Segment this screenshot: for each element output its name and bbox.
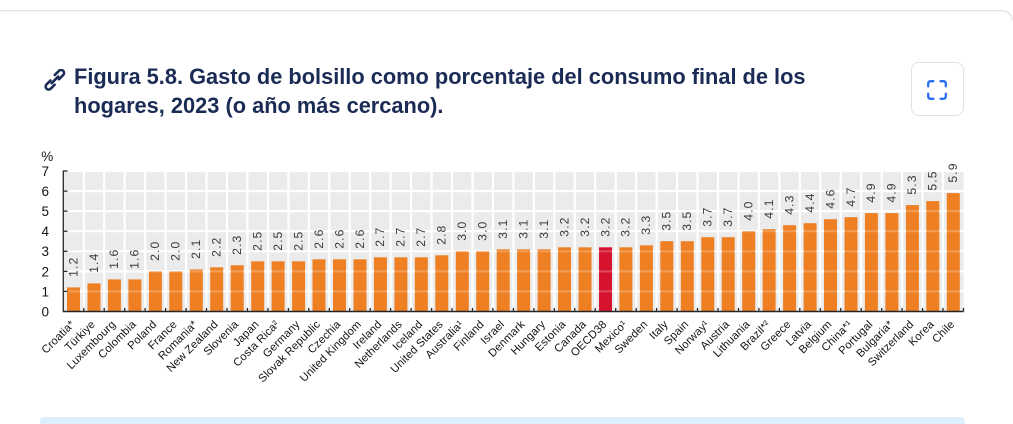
svg-text:3.1: 3.1 <box>496 219 510 239</box>
svg-text:2.7: 2.7 <box>394 227 408 247</box>
svg-text:2.1: 2.1 <box>189 239 203 259</box>
svg-text:2.5: 2.5 <box>291 231 305 251</box>
svg-text:1.2: 1.2 <box>66 257 80 277</box>
svg-text:4.9: 4.9 <box>864 182 878 202</box>
svg-text:4.3: 4.3 <box>782 194 796 214</box>
svg-text:Chile: Chile <box>930 319 957 346</box>
svg-text:3.1: 3.1 <box>516 219 530 239</box>
svg-text:4: 4 <box>42 224 50 239</box>
svg-text:4.6: 4.6 <box>823 188 837 208</box>
svg-text:5: 5 <box>42 204 50 219</box>
svg-text:2.6: 2.6 <box>312 229 326 249</box>
svg-text:2.0: 2.0 <box>169 241 183 261</box>
svg-text:3.2: 3.2 <box>619 217 633 237</box>
svg-text:7: 7 <box>42 164 50 179</box>
svg-text:2.0: 2.0 <box>148 241 162 261</box>
svg-text:2.5: 2.5 <box>251 231 265 251</box>
svg-text:4.4: 4.4 <box>803 192 817 212</box>
svg-text:2.7: 2.7 <box>373 227 387 247</box>
svg-text:2.6: 2.6 <box>332 229 346 249</box>
svg-text:3: 3 <box>42 244 50 259</box>
svg-text:5.5: 5.5 <box>926 170 940 190</box>
svg-text:5.3: 5.3 <box>905 174 919 194</box>
svg-text:0: 0 <box>42 304 50 319</box>
svg-text:2.3: 2.3 <box>230 235 244 255</box>
svg-text:2.6: 2.6 <box>353 229 367 249</box>
svg-text:2.2: 2.2 <box>210 237 224 257</box>
svg-text:3.0: 3.0 <box>455 221 469 241</box>
svg-text:6: 6 <box>42 184 50 199</box>
svg-text:1: 1 <box>42 284 50 299</box>
svg-text:5.9: 5.9 <box>946 162 960 182</box>
svg-text:%: % <box>41 149 53 164</box>
svg-text:4.7: 4.7 <box>844 186 858 206</box>
svg-text:4.0: 4.0 <box>742 200 756 220</box>
svg-text:4.9: 4.9 <box>885 182 899 202</box>
svg-text:1.4: 1.4 <box>87 253 101 273</box>
svg-text:3.2: 3.2 <box>557 217 571 237</box>
svg-text:2.8: 2.8 <box>435 225 449 245</box>
svg-text:3.2: 3.2 <box>598 217 612 237</box>
svg-text:2.5: 2.5 <box>271 231 285 251</box>
svg-text:3.2: 3.2 <box>578 217 592 237</box>
svg-text:1.6: 1.6 <box>128 249 142 269</box>
svg-text:2: 2 <box>42 264 50 279</box>
svg-text:3.3: 3.3 <box>639 215 653 235</box>
svg-text:3.5: 3.5 <box>660 211 674 231</box>
svg-text:3.1: 3.1 <box>537 219 551 239</box>
svg-text:2.7: 2.7 <box>414 227 428 247</box>
svg-text:3.5: 3.5 <box>680 211 694 231</box>
svg-text:3.7: 3.7 <box>701 206 715 226</box>
svg-text:3.7: 3.7 <box>721 206 735 226</box>
svg-text:4.1: 4.1 <box>762 198 776 218</box>
svg-text:3.0: 3.0 <box>476 221 490 241</box>
svg-text:1.6: 1.6 <box>107 249 121 269</box>
